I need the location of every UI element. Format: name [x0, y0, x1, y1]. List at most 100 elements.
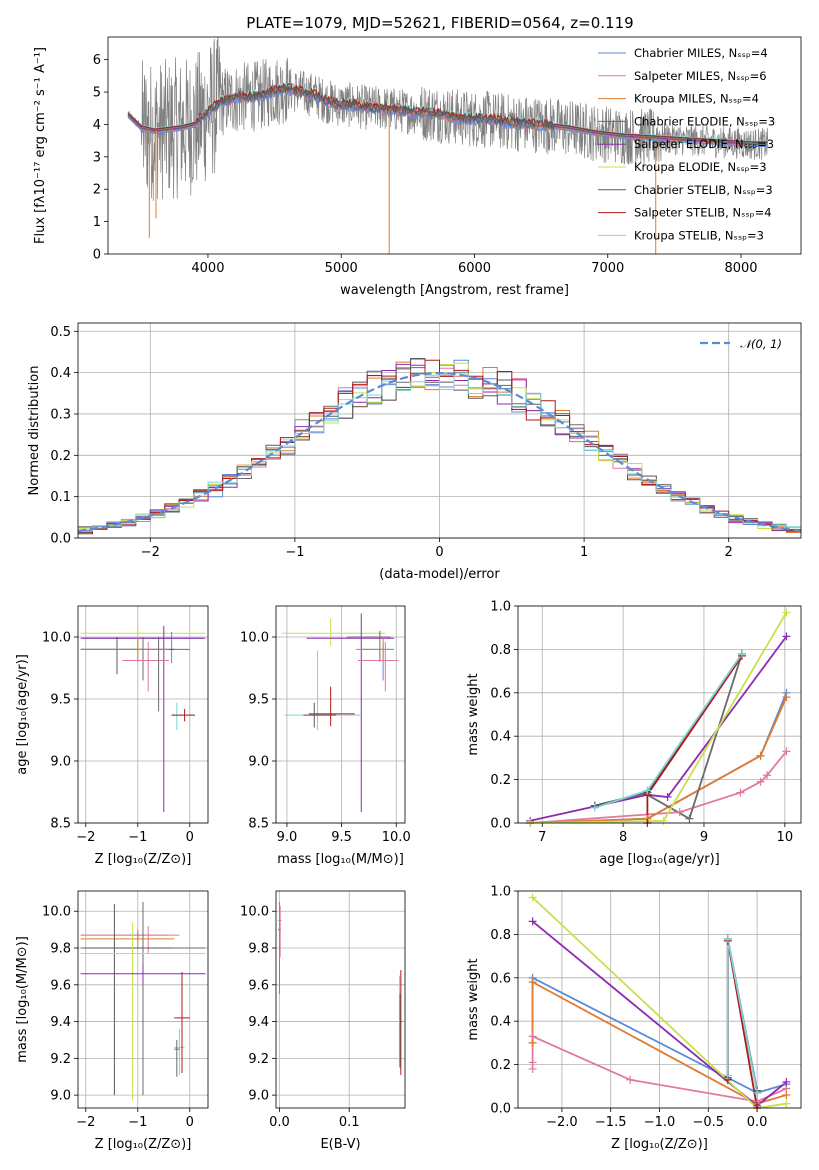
y-tick-label: 9.5: [50, 693, 71, 708]
panel-spectrum: 4000 5000 6000 7000 8000 0 1 2 3 4 5 6 wavelength [A…: [33, 36, 802, 298]
panel-age-vs-metallicity: −2 −1 0 8.5 9.0 9.5 10.0 Z [log₁₀(Z/Z⊙)] age [lo…: [15, 605, 209, 867]
axes-frame: [77, 322, 802, 539]
y-axis-label: mass weight: [466, 958, 481, 1040]
y-tick-label: 0.0: [490, 817, 511, 832]
y-axis-label: Flux [fλ10⁻¹⁷ erg cm⁻² s⁻¹ A⁻¹]: [33, 47, 48, 244]
y-tick-label: 9.0: [50, 1089, 71, 1104]
x-tick-label: 0: [186, 830, 194, 845]
legend-entry: Kroupa ELODIE, Nₛₛₚ=3: [634, 160, 767, 174]
y-tick-label: 1: [93, 215, 101, 230]
data-point: [782, 693, 791, 702]
panel-age-vs-mass: 9.0 9.5 10.0 8.5 9.0 9.5 10.0 mass [log₁₀(M/M⊙)…: [240, 605, 411, 867]
y-tick-label: 9.6: [50, 978, 71, 993]
x-tick-label: 0.0: [747, 1115, 768, 1130]
axes-frame: [107, 36, 802, 255]
x-axis-label: Z [log₁₀(Z/Z⊙)]: [95, 852, 192, 867]
data-point: [659, 816, 668, 825]
y-tick-label: 5: [93, 86, 101, 101]
legend-entry: Kroupa MILES, Nₛₛₚ=4: [634, 92, 759, 106]
legend-entry: 𝒩(0, 1): [740, 337, 782, 351]
x-tick-label: −2: [76, 1115, 95, 1130]
x-tick-label: −0.5: [693, 1115, 725, 1130]
y-axis-label: mass weight: [466, 673, 481, 755]
x-tick-label: −1: [128, 830, 147, 845]
data-point: [528, 917, 537, 926]
residual-histogram-8: [78, 372, 801, 532]
data-point: [736, 788, 745, 797]
plot-area: [281, 613, 399, 812]
y-tick-label: 0.0: [490, 1102, 511, 1117]
y-tick-label: 9.2: [248, 1052, 269, 1067]
series-line-8: [594, 653, 743, 809]
plot-area: [278, 892, 403, 1105]
y-tick-label: 0.1: [50, 490, 71, 505]
x-axis-label: Z [log₁₀(Z/Z⊙)]: [95, 1137, 192, 1152]
x-axis-label: E(B-V): [320, 1137, 360, 1152]
data-point: [763, 771, 772, 780]
y-tick-label: 0.2: [50, 449, 71, 464]
data-point: [756, 777, 765, 786]
y-tick-label: 9.0: [50, 755, 71, 770]
y-tick-label: 6: [93, 53, 101, 68]
data-point: [590, 803, 599, 812]
data-point: [782, 632, 791, 641]
y-tick-label: 2: [93, 183, 101, 198]
y-axis-label: mass [log₁₀(M/M⊙)]: [15, 936, 30, 1063]
x-tick-label: 7000: [591, 261, 624, 276]
y-tick-label: 0.6: [490, 971, 511, 986]
legend-entry: Chabrier ELODIE, Nₛₛₚ=3: [634, 114, 775, 128]
data-point: [663, 792, 672, 801]
y-tick-label: 1.0: [490, 600, 511, 615]
series-line-2: [530, 696, 788, 823]
x-axis-label: wavelength [Angstrom, rest frame]: [340, 283, 569, 298]
data-point: [528, 978, 537, 987]
panel-mass-weight-vs-metallicity: −2.0 −1.5 −1.0 −0.5 0.0 0.0 0.2 0.4 0.6 0.8 1.0 Z […: [466, 885, 802, 1152]
x-tick-label: 0: [435, 545, 443, 560]
legend-entry: Salpeter STELIB, Nₛₛₚ=4: [634, 206, 772, 220]
x-tick-label: 9: [700, 830, 708, 845]
x-tick-label: 4000: [191, 261, 224, 276]
axes-frame: [517, 605, 802, 824]
panel-mass-vs-metallicity: −2 −1 0 9.0 9.2 9.4 9.6 9.8 10.0 Z [log₁₀(Z/Z⊙)] m…: [15, 890, 209, 1152]
plot-area: [127, 37, 769, 254]
data-point: [723, 934, 732, 943]
panel-residuals: −2 −1 0 1 2 0.0 0.1 0.2 0.3 0.4 0.5 (data-model)/er…: [27, 322, 802, 582]
legend-entry: Chabrier STELIB, Nₛₛₚ=3: [634, 183, 773, 197]
x-axis-label: (data-model)/error: [379, 567, 500, 582]
axes-frame: [275, 605, 406, 824]
y-tick-label: 0.8: [490, 643, 511, 658]
data-point: [528, 1058, 537, 1067]
series-line-2: [531, 980, 787, 1105]
data-point: [782, 1077, 791, 1086]
y-tick-label: 0.2: [490, 1058, 511, 1073]
y-tick-label: 10.0: [240, 905, 269, 920]
x-axis-label: age [log₁₀(age/yr)]: [599, 852, 720, 867]
model-spectrum-6: [127, 82, 768, 144]
y-tick-label: 9.4: [248, 1015, 269, 1030]
x-tick-label: 5000: [325, 261, 358, 276]
y-tick-label: 1.0: [490, 885, 511, 900]
model-spectrum-8: [127, 80, 768, 142]
y-tick-label: 9.8: [248, 942, 269, 957]
y-tick-label: 0.8: [490, 928, 511, 943]
data-point: [782, 1099, 791, 1108]
series-line-6: [594, 653, 743, 807]
legend: Chabrier MILES, Nₛₛₚ=4 Salpeter MILES, Nₛ…: [598, 46, 775, 242]
series-line-7: [646, 655, 743, 823]
data-point: [737, 649, 746, 658]
legend-entry: Salpeter MILES, Nₛₛₚ=6: [634, 69, 767, 83]
data-point: [675, 808, 684, 817]
residual-histogram-7: [78, 359, 801, 535]
y-tick-label: 0.4: [50, 366, 71, 381]
x-tick-label: −2.0: [546, 1115, 578, 1130]
y-tick-label: 10.0: [240, 631, 269, 646]
data-point: [723, 1071, 732, 1080]
axes-frame: [77, 605, 209, 824]
data-point: [528, 1038, 537, 1047]
x-tick-label: 1: [580, 545, 588, 560]
x-tick-label: −1.5: [595, 1115, 627, 1130]
y-tick-label: 4: [93, 118, 101, 133]
y-tick-label: 9.6: [248, 978, 269, 993]
x-tick-label: 2: [725, 545, 733, 560]
x-tick-label: 8000: [724, 261, 757, 276]
